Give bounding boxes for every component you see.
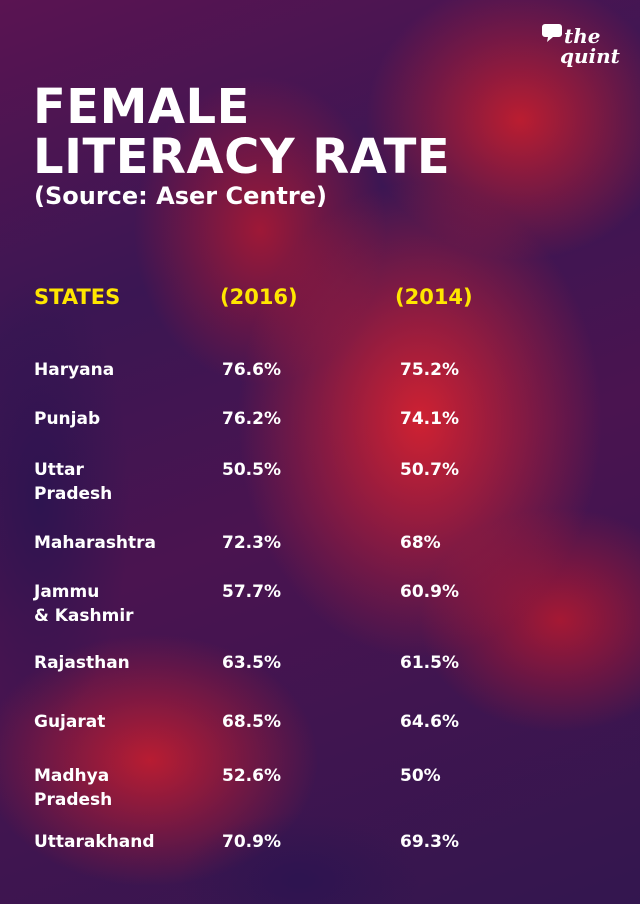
- column-header-states: STATES: [34, 285, 121, 309]
- state-name-line: & Kashmir: [34, 606, 134, 626]
- state-name-line: Uttar: [34, 460, 84, 480]
- table-cell-2016: 76.2%: [222, 409, 281, 429]
- table-cell-2014: 60.9%: [400, 582, 459, 602]
- table-cell-state: Haryana: [34, 358, 204, 382]
- table-cell-2014: 50%: [400, 766, 441, 786]
- table-cell-2014: 68%: [400, 533, 441, 553]
- table-cell-2014: 74.1%: [400, 409, 459, 429]
- table-cell-state: Punjab: [34, 407, 204, 431]
- table-cell-2016: 57.7%: [222, 582, 281, 602]
- table-cell-2016: 52.6%: [222, 766, 281, 786]
- table-cell-2014: 50.7%: [400, 460, 459, 480]
- title-line-2: LITERACY RATE: [33, 129, 451, 185]
- state-name-line: Pradesh: [34, 790, 113, 810]
- state-name-line: Rajasthan: [34, 653, 130, 673]
- page-title: FEMALE LITERACY RATE: [33, 82, 450, 182]
- state-name-line: Gujarat: [34, 712, 106, 732]
- logo-line-1: the: [564, 24, 601, 48]
- table-cell-2016: 72.3%: [222, 533, 281, 553]
- column-header-2014: (2014): [395, 285, 473, 309]
- state-name-line: Maharashtra: [34, 533, 157, 553]
- table-cell-2014: 61.5%: [400, 653, 459, 673]
- table-cell-2016: 63.5%: [222, 653, 281, 673]
- table-cell-state: Jammu & Kashmir: [34, 580, 204, 628]
- table-cell-2016: 50.5%: [222, 460, 281, 480]
- table-cell-2016: 76.6%: [222, 360, 281, 380]
- table-cell-2014: 69.3%: [400, 832, 459, 852]
- title-line-1: FEMALE: [33, 79, 250, 135]
- table-cell-state: Uttar Pradesh: [34, 458, 204, 506]
- table-cell-state: Gujarat: [34, 710, 204, 734]
- state-name-line: Punjab: [34, 409, 101, 429]
- column-header-2016: (2016): [220, 285, 298, 309]
- state-name-line: Jammu: [34, 582, 100, 602]
- table-cell-state: Maharashtra: [34, 531, 204, 555]
- table-cell-2016: 70.9%: [222, 832, 281, 852]
- the-quint-logo: the quint: [540, 16, 620, 76]
- table-cell-state: Rajasthan: [34, 651, 204, 675]
- source-subtitle: (Source: Aser Centre): [34, 182, 327, 210]
- state-name-line: Uttarakhand: [34, 832, 155, 852]
- state-name-line: Haryana: [34, 360, 115, 380]
- table-cell-state: Madhya Pradesh: [34, 764, 204, 812]
- state-name-line: Pradesh: [34, 484, 113, 504]
- quote-bubble-icon: [542, 24, 562, 42]
- table-cell-state: Uttarakhand: [34, 830, 204, 854]
- table-cell-2014: 75.2%: [400, 360, 459, 380]
- logo-line-2: quint: [560, 44, 620, 68]
- state-name-line: Madhya: [34, 766, 110, 786]
- table-cell-2016: 68.5%: [222, 712, 281, 732]
- table-cell-2014: 64.6%: [400, 712, 459, 732]
